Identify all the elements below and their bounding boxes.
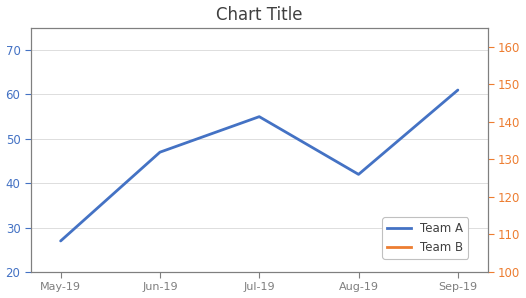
Team A bbox=[157, 150, 163, 154]
Line: Team A: Team A bbox=[60, 90, 458, 241]
Legend: Team A, Team B: Team A, Team B bbox=[382, 218, 468, 259]
Team A bbox=[256, 115, 262, 118]
Team A bbox=[454, 88, 461, 92]
Team A bbox=[57, 239, 64, 243]
Title: Chart Title: Chart Title bbox=[216, 6, 302, 24]
Team A bbox=[356, 173, 362, 176]
